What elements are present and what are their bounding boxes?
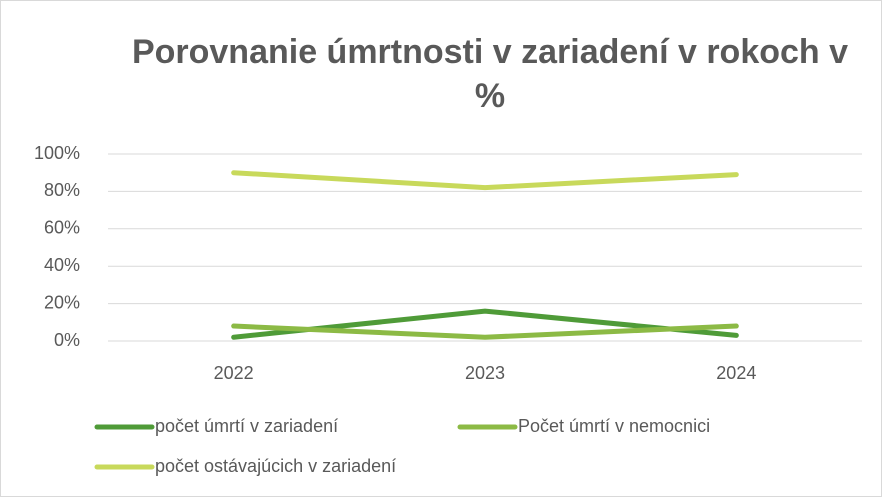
series-line: [231, 323, 739, 340]
legend-label: počet úmrtí v zariadení: [155, 416, 338, 436]
y-tick-label: 100%: [34, 143, 80, 163]
chart-title: Porovnanie úmrtnosti v zariadení v rokoc…: [131, 33, 849, 115]
series-line: [231, 308, 739, 340]
y-tick-label: 60%: [44, 218, 80, 238]
x-tick-label: 2023: [465, 363, 505, 383]
legend-label: Počet úmrtí v nemocnici: [518, 416, 710, 436]
legend-label: počet ostávajúcich v zariadení: [155, 456, 396, 476]
y-tick-label: 80%: [44, 180, 80, 200]
y-tick-label: 0%: [54, 330, 80, 350]
x-tick-label: 2022: [214, 363, 254, 383]
y-tick-label: 20%: [44, 292, 80, 312]
series-line: [231, 170, 739, 191]
x-tick-label: 2024: [716, 363, 756, 383]
y-tick-label: 40%: [44, 255, 80, 275]
